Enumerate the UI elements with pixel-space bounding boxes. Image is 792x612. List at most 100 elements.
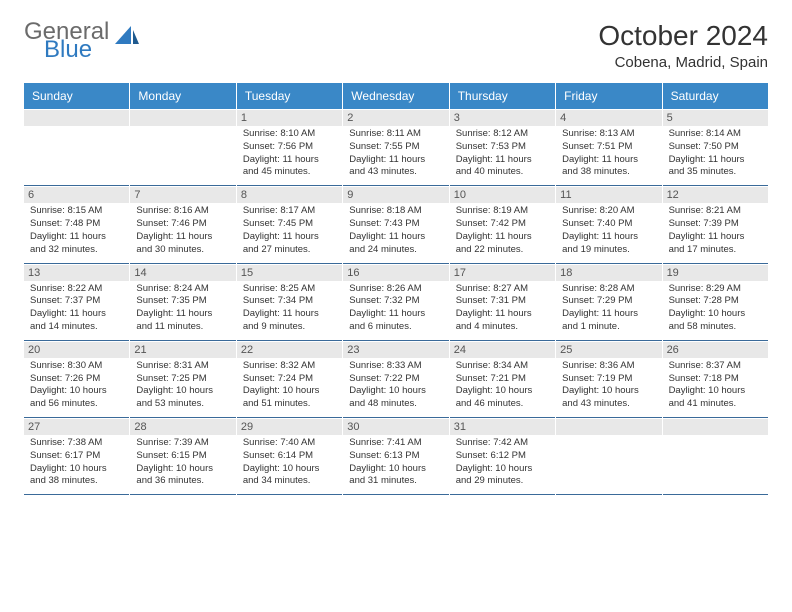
sunrise-text: Sunrise: 8:19 AM [456, 205, 549, 218]
weekday-header: Sunday [24, 83, 129, 109]
day-info: Sunrise: 8:10 AMSunset: 7:56 PMDaylight:… [243, 128, 336, 179]
day-number [24, 110, 129, 126]
sunrise-text: Sunrise: 8:20 AM [562, 205, 655, 218]
day-info: Sunrise: 8:30 AMSunset: 7:26 PMDaylight:… [30, 360, 123, 411]
weekday-header: Thursday [450, 83, 555, 109]
day-number: 10 [450, 187, 555, 203]
empty-cell [556, 419, 661, 495]
sunset-text: Sunset: 7:48 PM [30, 218, 123, 231]
day-number [130, 110, 235, 126]
daylight-text: Daylight: 11 hours and 38 minutes. [562, 154, 655, 180]
day-cell: 11Sunrise: 8:20 AMSunset: 7:40 PMDayligh… [556, 187, 661, 263]
daylight-text: Daylight: 11 hours and 22 minutes. [456, 231, 549, 257]
page-title: October 2024 [598, 20, 768, 52]
day-cell: 6Sunrise: 8:15 AMSunset: 7:48 PMDaylight… [24, 187, 129, 263]
daylight-text: Daylight: 11 hours and 6 minutes. [349, 308, 442, 334]
day-number: 20 [24, 342, 129, 358]
logo-text: General Blue [24, 20, 109, 62]
day-number: 28 [130, 419, 235, 435]
day-number: 23 [343, 342, 448, 358]
day-cell: 30Sunrise: 7:41 AMSunset: 6:13 PMDayligh… [343, 419, 448, 495]
sunset-text: Sunset: 7:19 PM [562, 373, 655, 386]
sunrise-text: Sunrise: 8:32 AM [243, 360, 336, 373]
day-cell: 24Sunrise: 8:34 AMSunset: 7:21 PMDayligh… [450, 342, 555, 418]
day-number: 2 [343, 110, 448, 126]
sunrise-text: Sunrise: 8:12 AM [456, 128, 549, 141]
header: General Blue October 2024 Cobena, Madrid… [24, 20, 768, 71]
daylight-text: Daylight: 10 hours and 58 minutes. [669, 308, 762, 334]
day-number: 27 [24, 419, 129, 435]
day-number [556, 419, 661, 435]
daylight-text: Daylight: 10 hours and 43 minutes. [562, 385, 655, 411]
sunset-text: Sunset: 7:25 PM [136, 373, 229, 386]
day-info: Sunrise: 8:28 AMSunset: 7:29 PMDaylight:… [562, 283, 655, 334]
day-cell: 28Sunrise: 7:39 AMSunset: 6:15 PMDayligh… [130, 419, 235, 495]
sunset-text: Sunset: 7:31 PM [456, 295, 549, 308]
day-cell: 29 Sunrise: 7:40 AMSunset: 6:14 PMDayligh… [237, 419, 342, 495]
sunset-text: Sunset: 6:14 PM [243, 450, 336, 463]
sunset-text: Sunset: 7:21 PM [456, 373, 549, 386]
day-number: 4 [556, 110, 661, 126]
sunrise-text: Sunrise: 8:34 AM [456, 360, 549, 373]
day-cell: 15Sunrise: 8:25 AMSunset: 7:34 PMDayligh… [237, 265, 342, 341]
sunrise-text: Sunrise: 8:17 AM [243, 205, 336, 218]
day-number: 17 [450, 265, 555, 281]
daylight-text: Daylight: 11 hours and 24 minutes. [349, 231, 442, 257]
day-info: Sunrise: 8:20 AMSunset: 7:40 PMDaylight:… [562, 205, 655, 256]
day-cell: 21Sunrise: 8:31 AMSunset: 7:25 PMDayligh… [130, 342, 235, 418]
daylight-text: Daylight: 11 hours and 9 minutes. [243, 308, 336, 334]
calendar-grid: SundayMondayTuesdayWednesdayThursdayFrid… [24, 83, 768, 495]
sunset-text: Sunset: 6:17 PM [30, 450, 123, 463]
daylight-text: Daylight: 10 hours and 36 minutes. [136, 463, 229, 489]
day-info: Sunrise: 8:33 AMSunset: 7:22 PMDaylight:… [349, 360, 442, 411]
sunset-text: Sunset: 7:40 PM [562, 218, 655, 231]
day-info: Sunrise: 8:11 AMSunset: 7:55 PMDaylight:… [349, 128, 442, 179]
sunrise-text: Sunrise: 8:13 AM [562, 128, 655, 141]
weekday-header: Wednesday [343, 83, 448, 109]
day-number: 29 [237, 419, 342, 435]
daylight-text: Daylight: 11 hours and 30 minutes. [136, 231, 229, 257]
daylight-text: Daylight: 11 hours and 45 minutes. [243, 154, 336, 180]
sunrise-text: Sunrise: 8:31 AM [136, 360, 229, 373]
daylight-text: Daylight: 11 hours and 27 minutes. [243, 231, 336, 257]
sunrise-text: Sunrise: 8:29 AM [669, 283, 762, 296]
day-number: 6 [24, 187, 129, 203]
sunrise-text: Sunrise: 8:28 AM [562, 283, 655, 296]
day-info: Sunrise: 7:38 AMSunset: 6:17 PMDaylight:… [30, 437, 123, 488]
day-number: 30 [343, 419, 448, 435]
sunset-text: Sunset: 7:56 PM [243, 141, 336, 154]
empty-cell [130, 110, 235, 186]
day-info: Sunrise: 7:40 AMSunset: 6:14 PMDaylight:… [243, 437, 336, 488]
day-info: Sunrise: 8:14 AMSunset: 7:50 PMDaylight:… [669, 128, 762, 179]
day-info: Sunrise: 8:18 AMSunset: 7:43 PMDaylight:… [349, 205, 442, 256]
sunrise-text: Sunrise: 8:14 AM [669, 128, 762, 141]
sunset-text: Sunset: 7:46 PM [136, 218, 229, 231]
weekday-header: Monday [130, 83, 235, 109]
sunrise-text: Sunrise: 8:33 AM [349, 360, 442, 373]
day-cell: 5Sunrise: 8:14 AMSunset: 7:50 PMDaylight… [663, 110, 768, 186]
day-cell: 12Sunrise: 8:21 AMSunset: 7:39 PMDayligh… [663, 187, 768, 263]
daylight-text: Daylight: 11 hours and 11 minutes. [136, 308, 229, 334]
day-cell: 20 Sunrise: 8:30 AMSunset: 7:26 PMDayligh… [24, 342, 129, 418]
daylight-text: Daylight: 10 hours and 51 minutes. [243, 385, 336, 411]
day-cell: 27 Sunrise: 7:38 AMSunset: 6:17 PMDayligh… [24, 419, 129, 495]
day-number: 14 [130, 265, 235, 281]
logo-text-bottom: Blue [44, 38, 109, 62]
day-number: 25 [556, 342, 661, 358]
daylight-text: Daylight: 10 hours and 46 minutes. [456, 385, 549, 411]
day-number [663, 419, 768, 435]
day-cell: 10Sunrise: 8:19 AMSunset: 7:42 PMDayligh… [450, 187, 555, 263]
sunset-text: Sunset: 7:51 PM [562, 141, 655, 154]
sunrise-text: Sunrise: 8:27 AM [456, 283, 549, 296]
day-info: Sunrise: 8:32 AMSunset: 7:24 PMDaylight:… [243, 360, 336, 411]
day-cell: 7Sunrise: 8:16 AMSunset: 7:46 PMDaylight… [130, 187, 235, 263]
sunset-text: Sunset: 6:13 PM [349, 450, 442, 463]
sunrise-text: Sunrise: 8:30 AM [30, 360, 123, 373]
sunset-text: Sunset: 7:24 PM [243, 373, 336, 386]
day-cell: 8Sunrise: 8:17 AMSunset: 7:45 PMDaylight… [237, 187, 342, 263]
sunrise-text: Sunrise: 7:42 AM [456, 437, 549, 450]
sunset-text: Sunset: 7:39 PM [669, 218, 762, 231]
daylight-text: Daylight: 11 hours and 4 minutes. [456, 308, 549, 334]
logo-sail-icon [113, 24, 141, 58]
sunrise-text: Sunrise: 8:36 AM [562, 360, 655, 373]
